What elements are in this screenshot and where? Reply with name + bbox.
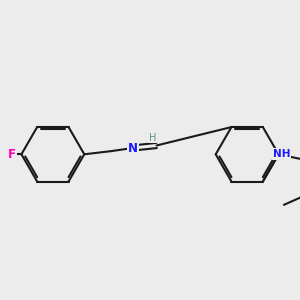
Text: F: F <box>8 148 16 161</box>
Text: NH: NH <box>273 149 290 159</box>
Text: N: N <box>128 142 138 154</box>
Text: H: H <box>148 133 156 142</box>
